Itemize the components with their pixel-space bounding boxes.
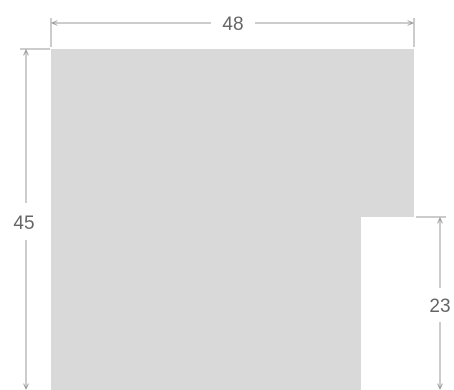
right-height-label: 23 [429, 296, 450, 317]
left-height-label: 45 [13, 213, 34, 234]
panel-shape [51, 49, 414, 390]
top-width-label: 48 [222, 14, 243, 35]
top-width-dimension: 48 [50, 14, 415, 47]
left-height-dimension: 45 [13, 48, 50, 389]
right-height-dimension: 23 [416, 216, 451, 389]
